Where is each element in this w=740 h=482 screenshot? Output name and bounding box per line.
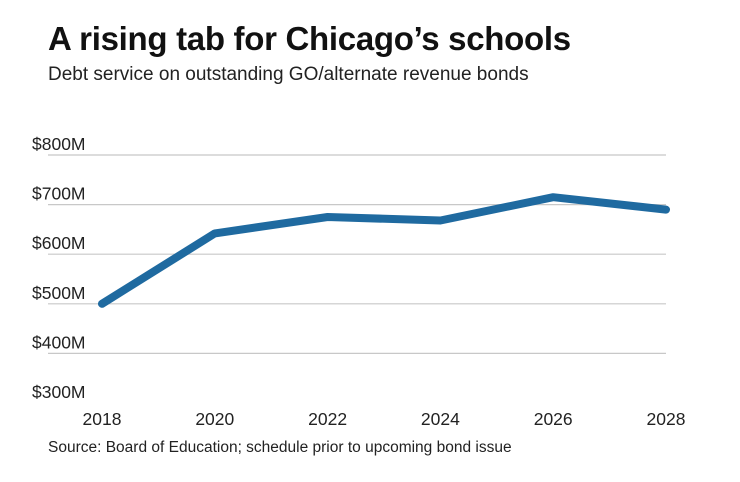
x-tick-label: 2022 [308, 409, 347, 429]
series-layer [98, 193, 670, 308]
x-axis-labels: 2018 2020 2022 2024 2026 2028 [83, 409, 686, 429]
y-tick-label: $300M [32, 382, 86, 402]
source-note: Source: Board of Education; schedule pri… [48, 439, 512, 456]
y-tick-label: $800M [32, 134, 86, 154]
x-tick-label: 2018 [83, 409, 122, 429]
grid-lines [48, 154, 666, 354]
x-tick-label: 2024 [421, 409, 460, 429]
x-tick-label: 2028 [647, 409, 686, 429]
series-line-0 [98, 193, 670, 308]
y-tick-label: $400M [32, 332, 86, 352]
y-tick-label: $500M [32, 283, 86, 303]
chart-subtitle: Debt service on outstanding GO/alternate… [48, 64, 529, 85]
x-tick-label: 2020 [195, 409, 234, 429]
y-tick-label: $700M [32, 184, 86, 204]
y-tick-label: $600M [32, 233, 86, 253]
chart-title: A rising tab for Chicago’s schools [48, 20, 571, 57]
y-axis-labels: $800M $700M $600M $500M $400M $300M [32, 134, 86, 402]
x-tick-label: 2026 [534, 409, 573, 429]
